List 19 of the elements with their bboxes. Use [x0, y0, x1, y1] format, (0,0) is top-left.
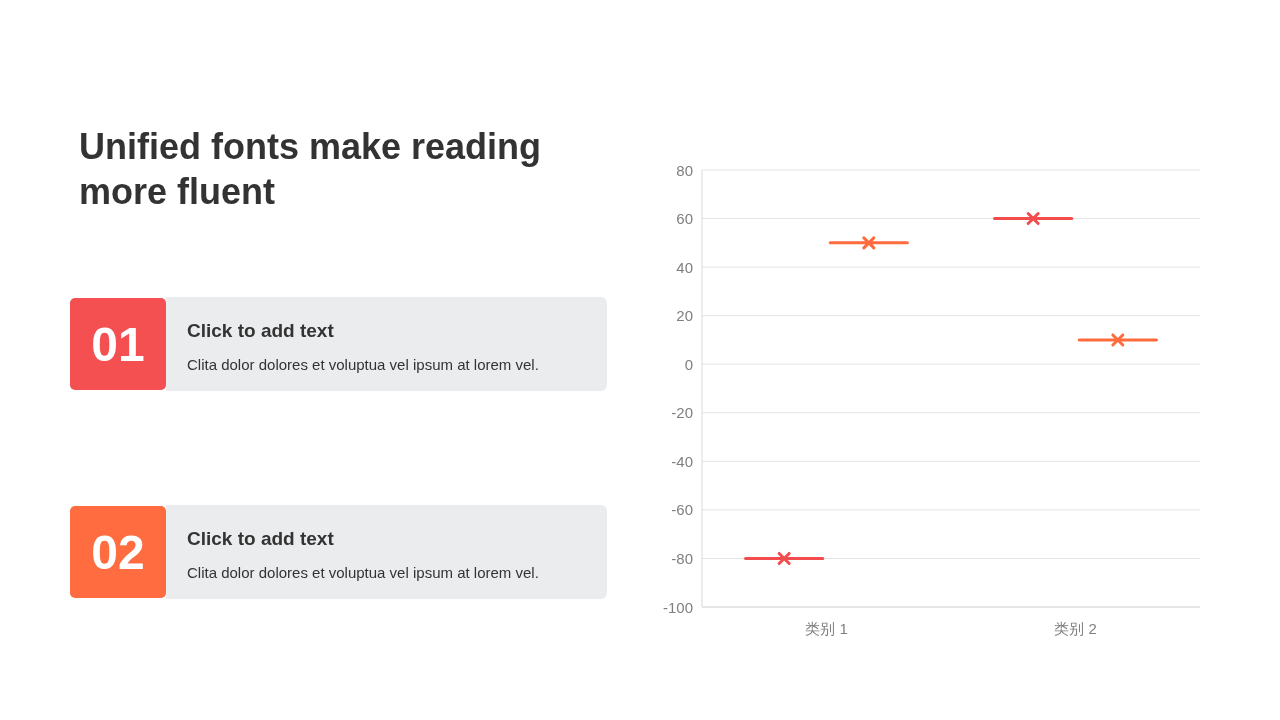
y-tick-label: 80 [676, 161, 693, 179]
y-tick-label: -60 [671, 501, 693, 519]
x-tick-label: 类别 1 [805, 619, 848, 637]
y-tick-label: -40 [671, 452, 693, 470]
text: Clita dolor dolores et voluptua vel ipsum at lorem vel. [187, 564, 539, 581]
y-tick-label: -80 [671, 549, 693, 567]
x-tick-label: 类别 2 [1054, 619, 1097, 637]
text: 01 [70, 298, 166, 390]
text: Clita dolor dolores et voluptua vel ipsum at lorem vel. [187, 356, 539, 373]
y-tick-label: 20 [676, 307, 693, 325]
text: 02 [70, 506, 166, 598]
text: Click to add text [187, 528, 334, 550]
y-tick-label: -20 [671, 404, 693, 422]
text: Click to add text [187, 320, 334, 342]
y-tick-label: 40 [676, 258, 693, 276]
y-tick-label: 60 [676, 210, 693, 228]
y-tick-label: -100 [662, 598, 693, 616]
y-tick-label: 0 [684, 355, 693, 373]
text: Unified fonts make reading more fluent [79, 125, 543, 214]
